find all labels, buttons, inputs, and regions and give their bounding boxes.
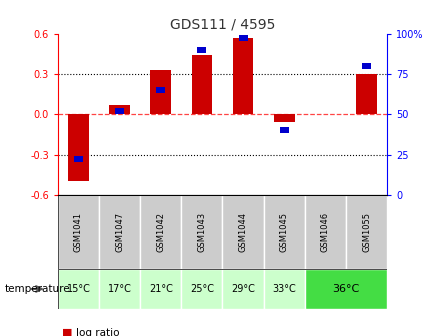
Text: GSM1042: GSM1042	[156, 212, 165, 252]
Bar	[264, 195, 305, 269]
Bar	[192, 55, 212, 114]
Text: GSM1041: GSM1041	[74, 212, 83, 252]
Text: 29°C: 29°C	[231, 284, 255, 294]
Bar	[68, 114, 89, 181]
Bar	[182, 269, 222, 309]
Text: 33°C: 33°C	[272, 284, 296, 294]
Bar	[109, 105, 130, 114]
Bar	[274, 114, 295, 122]
Bar	[362, 63, 371, 69]
Bar	[115, 108, 124, 114]
Bar	[74, 156, 83, 162]
Text: 15°C: 15°C	[66, 284, 90, 294]
Bar	[58, 269, 99, 309]
Bar	[156, 87, 165, 93]
Bar	[280, 127, 289, 133]
Text: 25°C: 25°C	[190, 284, 214, 294]
Bar	[140, 195, 182, 269]
Text: GSM1055: GSM1055	[362, 212, 371, 252]
Bar	[182, 195, 222, 269]
Bar	[99, 195, 140, 269]
Text: 17°C: 17°C	[108, 284, 132, 294]
Bar	[99, 269, 140, 309]
Text: GSM1045: GSM1045	[280, 212, 289, 252]
Bar	[58, 195, 99, 269]
Text: ■: ■	[62, 328, 73, 336]
Bar	[222, 269, 263, 309]
Text: GSM1047: GSM1047	[115, 212, 124, 252]
Text: log ratio: log ratio	[76, 328, 119, 336]
Text: temperature: temperature	[4, 284, 70, 294]
Text: 36°C: 36°C	[332, 284, 360, 294]
Bar	[239, 35, 247, 41]
Text: GSM1043: GSM1043	[198, 212, 206, 252]
Text: GSM1044: GSM1044	[239, 212, 247, 252]
Bar	[264, 269, 305, 309]
Bar	[356, 74, 377, 114]
Bar	[198, 47, 206, 53]
Bar	[305, 269, 387, 309]
Text: GSM1046: GSM1046	[321, 212, 330, 252]
Bar	[233, 38, 253, 114]
Bar	[305, 195, 346, 269]
Text: 21°C: 21°C	[149, 284, 173, 294]
Title: GDS111 / 4595: GDS111 / 4595	[170, 17, 275, 31]
Bar	[140, 269, 182, 309]
Bar	[346, 195, 387, 269]
Bar	[150, 70, 171, 114]
Bar	[222, 195, 263, 269]
